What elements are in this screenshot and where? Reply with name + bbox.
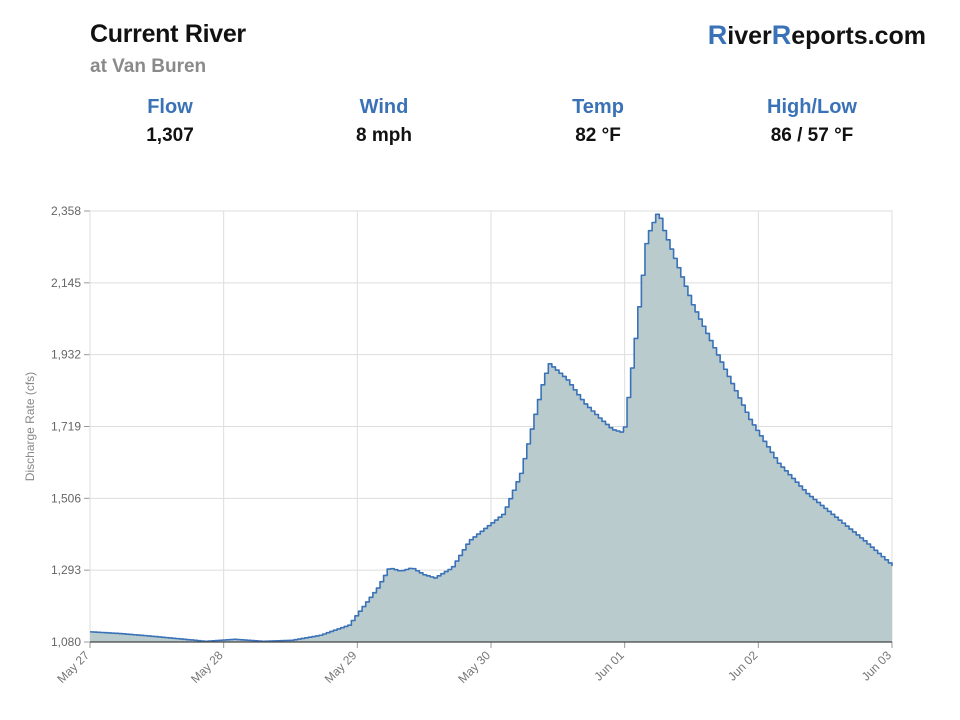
y-tick-label: 1,719	[51, 420, 81, 434]
x-tick-label: Jun 02	[725, 648, 761, 684]
stat-highlow-value: 86 / 57 °F	[770, 125, 854, 146]
stat-wind-label: Wind	[359, 96, 409, 118]
x-tick-label: May 30	[455, 648, 493, 686]
y-tick-label: 1,293	[51, 563, 81, 577]
brand-initial-r1: R	[707, 20, 728, 50]
stat-flow-value: 1,307	[146, 125, 194, 146]
x-tick-label: Jun 01	[591, 648, 627, 684]
y-axis-label: Discharge Rate (cfs)	[23, 372, 37, 481]
stat-flow-label: Flow	[147, 96, 193, 118]
stat-temp-value: 82 °F	[575, 125, 621, 146]
y-tick-label: 2,145	[51, 276, 81, 290]
x-tick-label: May 27	[54, 648, 92, 686]
brand-initial-r2: R	[771, 20, 792, 50]
x-tick-label: Jun 03	[859, 648, 895, 684]
stat-wind-value: 8 mph	[356, 125, 412, 146]
discharge-line[interactable]	[90, 213, 893, 643]
x-tick-label: May 29	[322, 648, 360, 686]
y-tick-label: 2,358	[51, 204, 81, 218]
stat-flow: Flow 1,307	[70, 96, 270, 147]
stat-highlow-label: High/Low	[767, 96, 857, 118]
discharge-area-fill	[90, 214, 892, 643]
station-subtitle: at Van Buren	[90, 56, 207, 77]
y-tick-label: 1,080	[51, 635, 81, 649]
river-title: Current River	[90, 20, 246, 48]
y-tick-label: 1,932	[51, 348, 81, 362]
y-tick-label: 1,506	[51, 491, 81, 505]
brand-part-1: iver	[727, 22, 772, 50]
brand-logo[interactable]: RiverReports.com	[708, 20, 926, 51]
stat-wind: Wind 8 mph	[284, 96, 484, 147]
stat-highlow: High/Low 86 / 57 °F	[712, 96, 912, 147]
brand-part-2: eports.com	[791, 22, 926, 50]
stat-temp-label: Temp	[572, 96, 624, 118]
stat-temp: Temp 82 °F	[498, 96, 698, 147]
x-tick-label: May 28	[188, 648, 226, 686]
